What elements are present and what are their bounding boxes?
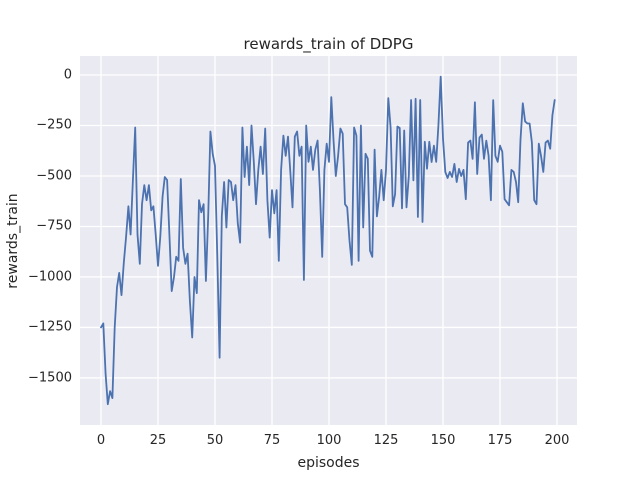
y-tick-label: −1250 bbox=[28, 319, 72, 335]
x-tick-label: 0 bbox=[96, 433, 106, 448]
plot-area bbox=[80, 56, 577, 425]
x-tick-label: 125 bbox=[373, 433, 399, 448]
y-tick-label: −1000 bbox=[28, 269, 72, 285]
plot-canvas bbox=[80, 56, 577, 425]
x-axis-label: episodes bbox=[297, 455, 360, 471]
series-line-rewards_train bbox=[100, 75, 556, 406]
x-tick-label: 175 bbox=[487, 433, 513, 448]
x-tick-label: 150 bbox=[430, 433, 456, 448]
y-tick-label: −500 bbox=[36, 168, 72, 184]
x-tick-label: 50 bbox=[206, 433, 224, 448]
y-tick-label: −750 bbox=[36, 218, 72, 234]
y-axis-label: rewards_train bbox=[5, 193, 21, 289]
x-tick-label: 100 bbox=[316, 433, 342, 448]
y-tick-label: −250 bbox=[36, 117, 72, 133]
x-tick-label: 25 bbox=[149, 433, 167, 448]
y-tick-label: 0 bbox=[63, 67, 72, 83]
chart-title: rewards_train of DDPG bbox=[243, 35, 414, 53]
x-tick-label: 200 bbox=[544, 433, 570, 448]
x-tick-label: 75 bbox=[263, 433, 281, 448]
y-tick-label: −1500 bbox=[28, 370, 72, 386]
